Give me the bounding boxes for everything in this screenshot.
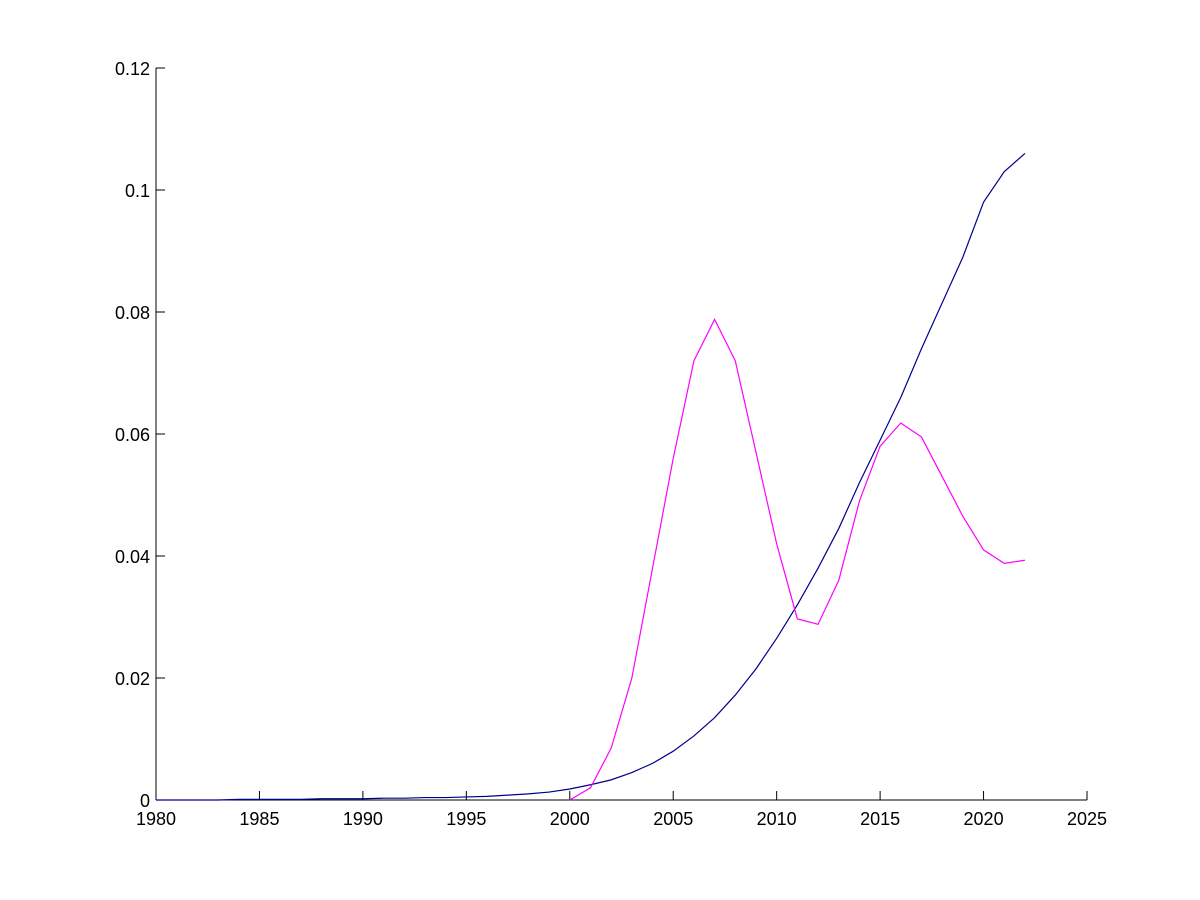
x-tick-label: 2020 (964, 809, 1004, 829)
x-tick-label: 2005 (653, 809, 693, 829)
x-tick-label: 1990 (343, 809, 383, 829)
y-tick-label: 0.08 (115, 303, 150, 323)
x-tick-label: 1985 (239, 809, 279, 829)
series-line (156, 152, 1026, 801)
series-line (569, 317, 1026, 801)
x-tick-label: 2015 (860, 809, 900, 829)
y-tick-label: 0.06 (115, 425, 150, 445)
x-tick-label: 1980 (136, 809, 176, 829)
x-tick-label: 2010 (757, 809, 797, 829)
x-tick-label: 1995 (446, 809, 486, 829)
y-tick-label: 0.04 (115, 547, 150, 567)
y-tick-label: 0.1 (125, 181, 150, 201)
x-tick-label: 2025 (1067, 809, 1107, 829)
y-tick-label: 0.12 (115, 59, 150, 79)
x-tick-label: 2000 (550, 809, 590, 829)
y-tick-label: 0 (140, 791, 150, 811)
y-tick-label: 0.02 (115, 669, 150, 689)
